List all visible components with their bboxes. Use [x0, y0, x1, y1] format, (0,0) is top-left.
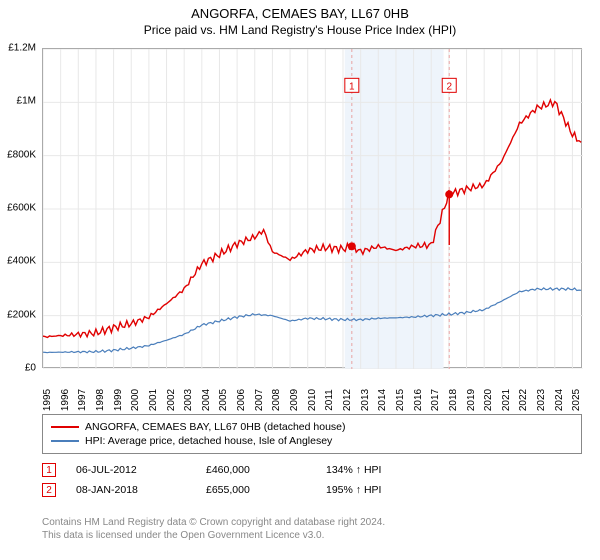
sale-hpi: 195% ↑ HPI — [326, 484, 381, 496]
x-tick-label: 2005 — [218, 389, 229, 411]
x-tick-label: 2006 — [236, 389, 247, 411]
legend-swatch — [51, 440, 79, 442]
legend-swatch — [51, 426, 79, 428]
x-tick-label: 2013 — [360, 389, 371, 411]
chart-svg: 12 — [43, 49, 583, 369]
chart-title: ANGORFA, CEMAES BAY, LL67 0HB — [0, 6, 600, 21]
legend: ANGORFA, CEMAES BAY, LL67 0HB (detached … — [42, 414, 582, 454]
footer-attribution: Contains HM Land Registry data © Crown c… — [42, 516, 582, 542]
svg-text:1: 1 — [349, 81, 355, 92]
x-tick-label: 2000 — [130, 389, 141, 411]
y-tick-label: £400K — [7, 256, 36, 267]
marker-badge: 1 — [42, 463, 56, 477]
legend-label: ANGORFA, CEMAES BAY, LL67 0HB (detached … — [85, 421, 346, 433]
legend-item: HPI: Average price, detached house, Isle… — [51, 434, 573, 448]
svg-text:2: 2 — [446, 81, 452, 92]
x-tick-label: 2010 — [307, 389, 318, 411]
sales-row: 2 08-JAN-2018 £655,000 195% ↑ HPI — [42, 480, 582, 500]
x-tick-label: 2025 — [571, 389, 582, 411]
x-tick-label: 2004 — [201, 389, 212, 411]
x-tick-label: 2007 — [254, 389, 265, 411]
x-tick-label: 2008 — [271, 389, 282, 411]
x-tick-label: 1999 — [113, 389, 124, 411]
x-tick-label: 2023 — [536, 389, 547, 411]
sale-price: £655,000 — [206, 484, 306, 496]
sales-row: 1 06-JUL-2012 £460,000 134% ↑ HPI — [42, 460, 582, 480]
x-tick-label: 2009 — [289, 389, 300, 411]
chart-subtitle: Price paid vs. HM Land Registry's House … — [0, 23, 600, 37]
y-axis-labels: £0£200K£400K£600K£800K£1M£1.2M — [0, 48, 40, 368]
sale-hpi: 134% ↑ HPI — [326, 464, 381, 476]
y-tick-label: £800K — [7, 149, 36, 160]
sales-table: 1 06-JUL-2012 £460,000 134% ↑ HPI 2 08-J… — [42, 460, 582, 500]
legend-label: HPI: Average price, detached house, Isle… — [85, 435, 332, 447]
y-tick-label: £1M — [17, 96, 36, 107]
x-tick-label: 1996 — [60, 389, 71, 411]
x-axis-labels: 1995 1996 1997 1998 1999 2000 2001 2002 2003 2004… — [42, 370, 582, 410]
x-tick-label: 2021 — [501, 389, 512, 411]
legend-item: ANGORFA, CEMAES BAY, LL67 0HB (detached … — [51, 420, 573, 434]
sale-date: 08-JAN-2018 — [76, 484, 186, 496]
x-tick-label: 1995 — [42, 389, 53, 411]
x-tick-label: 2020 — [483, 389, 494, 411]
footer-line: Contains HM Land Registry data © Crown c… — [42, 516, 582, 529]
y-tick-label: £0 — [25, 363, 36, 374]
x-tick-label: 2002 — [166, 389, 177, 411]
x-tick-label: 2015 — [395, 389, 406, 411]
y-tick-label: £1.2M — [8, 43, 36, 54]
x-tick-label: 2017 — [430, 389, 441, 411]
x-tick-label: 2014 — [377, 389, 388, 411]
x-tick-label: 2001 — [148, 389, 159, 411]
y-tick-label: £200K — [7, 309, 36, 320]
x-tick-label: 2019 — [466, 389, 477, 411]
x-tick-label: 2024 — [554, 389, 565, 411]
footer-line: This data is licensed under the Open Gov… — [42, 529, 582, 542]
x-tick-label: 1997 — [77, 389, 88, 411]
sale-price: £460,000 — [206, 464, 306, 476]
x-tick-label: 2003 — [183, 389, 194, 411]
chart-plot-area: 12 — [42, 48, 582, 368]
x-tick-label: 2022 — [518, 389, 529, 411]
y-tick-label: £600K — [7, 203, 36, 214]
marker-badge: 2 — [42, 483, 56, 497]
x-tick-label: 2012 — [342, 389, 353, 411]
x-tick-label: 1998 — [95, 389, 106, 411]
x-tick-label: 2011 — [324, 389, 335, 411]
x-tick-label: 2018 — [448, 389, 459, 411]
x-tick-label: 2016 — [413, 389, 424, 411]
sale-date: 06-JUL-2012 — [76, 464, 186, 476]
